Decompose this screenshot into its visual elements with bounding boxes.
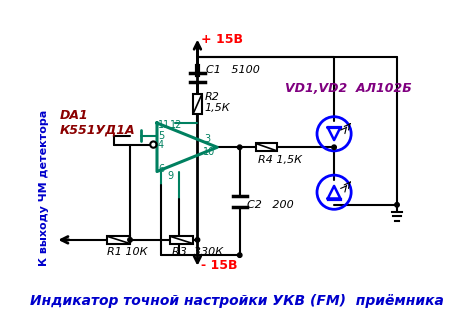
Text: 9: 9 <box>168 171 174 181</box>
Text: - 15В: - 15В <box>201 259 237 272</box>
Text: 12: 12 <box>170 120 182 130</box>
Text: R1 10К: R1 10К <box>107 248 147 258</box>
Text: C1   5100: C1 5100 <box>207 65 260 75</box>
Bar <box>256 143 277 151</box>
Text: C2   200: C2 200 <box>247 200 293 210</box>
Circle shape <box>332 145 337 149</box>
Text: + 15В: + 15В <box>201 33 243 46</box>
Text: 5: 5 <box>158 131 164 141</box>
Text: 4: 4 <box>158 140 164 150</box>
Text: Индикатор точной настройки УКВ (FM)  приёмника: Индикатор точной настройки УКВ (FM) приё… <box>30 294 444 308</box>
Text: DA1
К551УД1А: DA1 К551УД1А <box>60 109 136 137</box>
Bar <box>170 236 193 244</box>
Text: R2: R2 <box>205 92 219 102</box>
Text: VD1,VD2  АЛ102Б: VD1,VD2 АЛ102Б <box>285 82 411 95</box>
Text: 1,5К: 1,5К <box>205 103 230 113</box>
Text: 3: 3 <box>205 134 211 144</box>
Circle shape <box>195 238 200 242</box>
Bar <box>107 236 130 244</box>
Circle shape <box>395 203 399 207</box>
Text: R3  330К: R3 330К <box>172 248 223 258</box>
Circle shape <box>128 238 132 242</box>
Bar <box>193 94 202 114</box>
Text: 11: 11 <box>158 120 170 130</box>
Circle shape <box>237 253 242 257</box>
Text: 6: 6 <box>158 164 164 174</box>
Text: R4 1,5К: R4 1,5К <box>258 155 301 165</box>
Text: 10: 10 <box>203 147 215 157</box>
Text: К выходу ЧМ детектора: К выходу ЧМ детектора <box>39 110 49 266</box>
Circle shape <box>237 145 242 149</box>
